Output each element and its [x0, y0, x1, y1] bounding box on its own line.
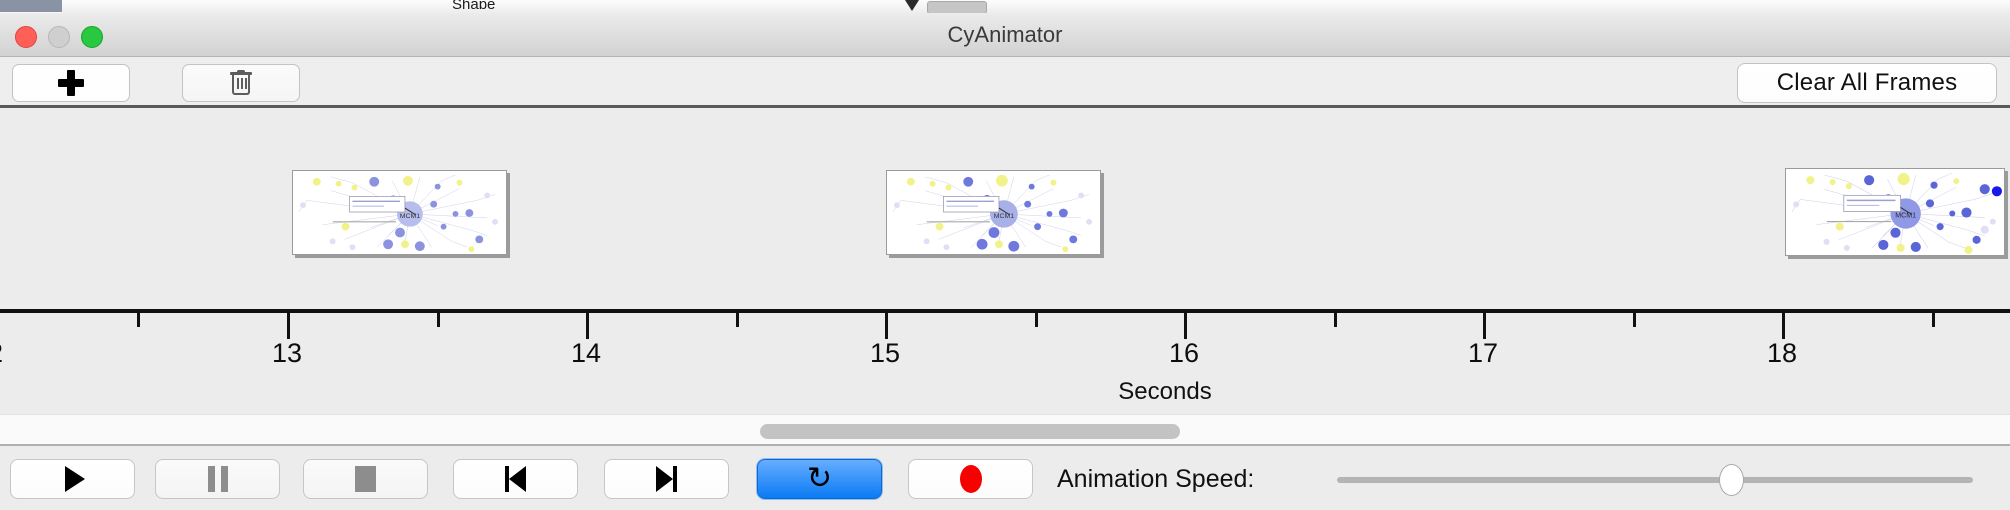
plus-icon — [58, 70, 84, 96]
frame-thumbnail[interactable]: MCM1 — [292, 170, 507, 255]
animation-speed-slider[interactable] — [1337, 464, 1973, 496]
delete-frame-button[interactable] — [182, 64, 300, 102]
traffic-light-group — [15, 26, 103, 48]
animation-speed-thumb[interactable] — [1719, 464, 1745, 496]
network-graph-preview: MCM1 — [892, 174, 1093, 253]
background-window-cell — [1800, 0, 1861, 13]
background-window-cell — [990, 0, 1801, 13]
axis-tick-label: 18 — [1766, 338, 1798, 368]
play-button[interactable] — [10, 459, 135, 499]
axis-tick-label: 17 — [1467, 338, 1499, 368]
network-graph-preview: MCM1 — [298, 174, 499, 253]
skip-back-icon — [505, 466, 526, 492]
loop-icon: ↻ — [806, 461, 833, 496]
timeline-axis-line — [0, 309, 2010, 313]
svg-text:MCM1: MCM1 — [994, 213, 1015, 220]
background-window-cell — [242, 0, 301, 13]
background-window-cell — [1860, 0, 2010, 13]
close-button[interactable] — [15, 26, 37, 48]
background-window-label: Shape — [452, 0, 496, 9]
axis-minor-tick — [137, 313, 140, 327]
background-window-sidebar — [0, 0, 62, 12]
record-icon — [959, 465, 982, 493]
timeline-scrollbar[interactable] — [0, 414, 2010, 446]
trash-icon — [230, 70, 252, 96]
skip-back-button[interactable] — [453, 459, 578, 499]
axis-tick-label: 12 — [0, 338, 3, 369]
svg-text:MCM1: MCM1 — [1895, 212, 1916, 220]
skip-forward-icon — [656, 466, 677, 492]
window-title: CyAnimator — [947, 22, 1063, 47]
axis-major-tick — [1782, 313, 1785, 339]
svg-text:MCM1: MCM1 — [400, 213, 421, 220]
frame-thumbnail[interactable]: MCM1 — [886, 170, 1101, 255]
record-button[interactable] — [908, 459, 1033, 499]
background-window-cell — [62, 0, 183, 13]
axis-tick-label: 14 — [570, 338, 602, 368]
animation-speed-label: Animation Speed: — [1057, 465, 1255, 493]
axis-tick-label: 15 — [869, 338, 901, 368]
axis-title: Seconds — [1118, 378, 1212, 405]
background-window-strip: Shape — [0, 0, 2010, 13]
axis-major-tick — [287, 313, 290, 339]
axis-major-tick — [586, 313, 589, 339]
background-window-cell — [300, 0, 361, 13]
skip-forward-button[interactable] — [604, 459, 729, 499]
frame-thumbnail[interactable]: MCM1 — [1785, 168, 2005, 256]
background-window-cell — [360, 0, 431, 13]
add-frame-button[interactable] — [12, 64, 130, 102]
axis-minor-tick — [736, 313, 739, 327]
title-bar: CyAnimator — [0, 13, 2010, 57]
axis-minor-tick — [1932, 313, 1935, 327]
axis-tick-label: 16 — [1168, 338, 1200, 368]
axis-minor-tick — [437, 313, 440, 327]
stop-icon — [355, 466, 376, 492]
pause-icon — [207, 466, 228, 492]
pause-button[interactable] — [155, 459, 280, 499]
scrollbar-thumb[interactable] — [760, 424, 1180, 439]
axis-major-tick — [885, 313, 888, 339]
play-icon — [64, 466, 85, 492]
clear-all-frames-button[interactable]: Clear All Frames — [1737, 63, 1997, 103]
axis-major-tick — [1184, 313, 1187, 339]
clear-all-frames-label: Clear All Frames — [1776, 69, 1958, 96]
network-graph-preview: MCM1 — [1791, 172, 2002, 254]
axis-tick-label: 13 — [271, 338, 303, 368]
background-window-scroll-thumb[interactable] — [927, 1, 987, 13]
loop-button[interactable]: ↻ — [757, 459, 882, 499]
zoom-button[interactable] — [81, 26, 103, 48]
toolbar: Clear All Frames — [0, 57, 2010, 108]
minimize-button[interactable] — [48, 26, 70, 48]
playback-control-bar: ↻ Animation Speed: — [0, 448, 2010, 510]
background-window-sort-caret — [905, 0, 919, 11]
timeline-panel[interactable]: MCM1 — [0, 110, 2010, 412]
axis-major-tick — [1483, 313, 1486, 339]
axis-minor-tick — [1633, 313, 1636, 327]
background-window-cell — [182, 0, 243, 13]
axis-minor-tick — [1334, 313, 1337, 327]
stop-button[interactable] — [303, 459, 428, 499]
axis-minor-tick — [1035, 313, 1038, 327]
